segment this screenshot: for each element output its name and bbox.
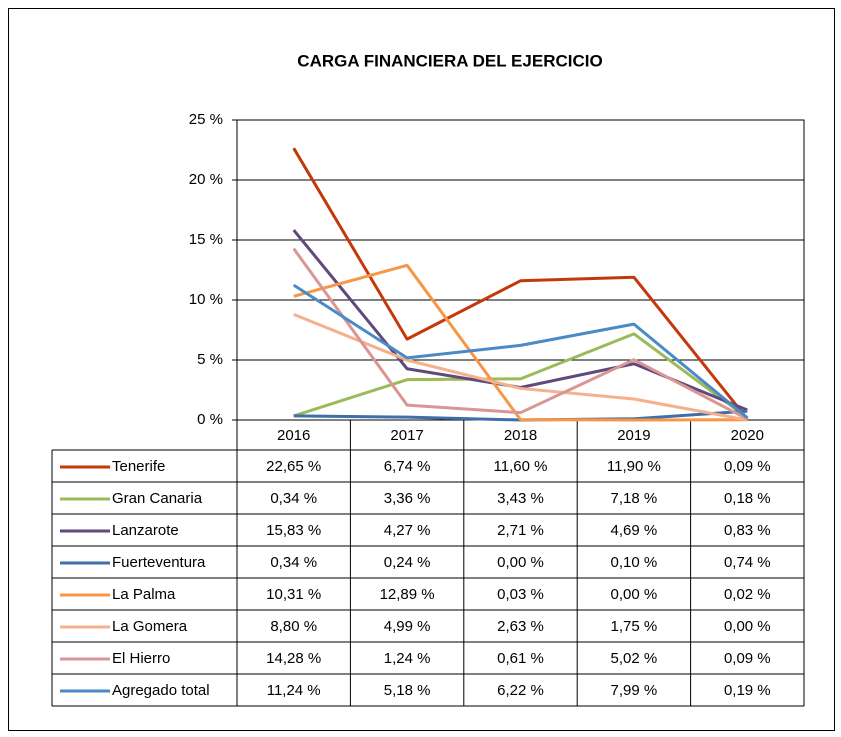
x-tick-label: 2016 <box>277 427 310 444</box>
table-cell: 7,18 % <box>611 490 658 507</box>
table-cell: 0,00 % <box>497 554 544 571</box>
table-cell: 1,75 % <box>611 618 658 635</box>
series-line <box>292 247 748 421</box>
table-cell: 2,71 % <box>497 522 544 539</box>
legend-label: Fuerteventura <box>112 554 206 571</box>
series-line <box>292 283 749 419</box>
y-tick-label: 5 % <box>197 351 223 368</box>
table-cell: 0,24 % <box>384 554 431 571</box>
table-cell: 6,22 % <box>497 682 544 699</box>
table-cell: 0,34 % <box>270 490 317 507</box>
y-tick-label: 25 % <box>189 111 223 128</box>
table-cell: 0,09 % <box>724 458 771 475</box>
x-tick-label: 2018 <box>504 427 537 444</box>
table-cell: 6,74 % <box>384 458 431 475</box>
x-tick-label: 2017 <box>390 427 423 444</box>
table-cell: 0,10 % <box>611 554 658 571</box>
table-cell: 4,69 % <box>611 522 658 539</box>
y-tick-label: 15 % <box>189 231 223 248</box>
table-cell: 10,31 % <box>266 586 321 603</box>
table-cell: 5,18 % <box>384 682 431 699</box>
x-tick-label: 2020 <box>731 427 764 444</box>
table-cell: 3,43 % <box>497 490 544 507</box>
y-tick-label: 10 % <box>189 291 223 308</box>
table-cell: 0,83 % <box>724 522 771 539</box>
table-cell: 5,02 % <box>611 650 658 667</box>
table-cell: 4,27 % <box>384 522 431 539</box>
table-cell: 0,03 % <box>497 586 544 603</box>
table-cell: 12,89 % <box>380 586 435 603</box>
legend-label: Gran Canaria <box>112 490 203 507</box>
table-cell: 1,24 % <box>384 650 431 667</box>
legend-label: Lanzarote <box>112 522 179 539</box>
table-cell: 0,18 % <box>724 490 771 507</box>
series-line <box>293 332 749 420</box>
table-cell: 11,90 % <box>607 458 661 475</box>
table-cell: 22,65 % <box>266 458 321 475</box>
table-cell: 4,99 % <box>384 618 431 635</box>
legend-label: El Hierro <box>112 650 170 667</box>
chart-title: CARGA FINANCIERA DEL EJERCICIO <box>297 51 602 70</box>
table-cell: 11,24 % <box>267 682 321 699</box>
table-cell: 14,28 % <box>266 650 321 667</box>
series-line <box>293 263 748 422</box>
table-cell: 3,36 % <box>384 490 431 507</box>
table-cell: 0,00 % <box>724 618 771 635</box>
table-cell: 0,09 % <box>724 650 771 667</box>
table-cell: 0,19 % <box>724 682 771 699</box>
table-cell: 15,83 % <box>266 522 321 539</box>
table-cell: 7,99 % <box>611 682 658 699</box>
legend-label: La Palma <box>112 586 176 603</box>
legend-label: La Gomera <box>112 618 188 635</box>
table-cell: 0,00 % <box>611 586 658 603</box>
y-tick-label: 0 % <box>197 411 223 428</box>
table-cell: 0,34 % <box>270 554 317 571</box>
table-cell: 0,02 % <box>724 586 771 603</box>
table-cell: 8,80 % <box>270 618 317 635</box>
legend-label: Tenerife <box>112 458 165 475</box>
x-tick-label: 2019 <box>617 427 650 444</box>
legend-label: Agregado total <box>112 682 210 699</box>
table-cell: 0,61 % <box>497 650 544 667</box>
table-cell: 2,63 % <box>497 618 544 635</box>
table-cell: 11,60 % <box>494 458 548 475</box>
table-cell: 0,74 % <box>724 554 771 571</box>
series-line <box>293 313 748 422</box>
y-tick-label: 20 % <box>189 171 223 188</box>
